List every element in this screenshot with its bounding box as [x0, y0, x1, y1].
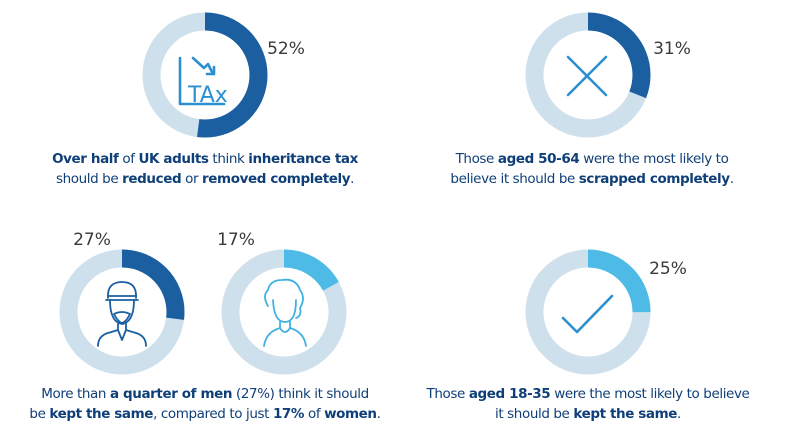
value-label: 52%: [267, 39, 305, 59]
caption-line: be kept the same, compared to just 17% o…: [29, 406, 380, 422]
caption-segment: Over half: [52, 151, 119, 167]
caption-line: believe it should be scrapped completely…: [450, 171, 733, 187]
caption-segment: .: [377, 406, 381, 422]
caption-segment: removed completely: [202, 171, 351, 187]
caption-segment: or: [181, 171, 202, 187]
caption-line: Those aged 18-35 were the most likely to…: [426, 386, 750, 402]
value-label: 17%: [217, 230, 255, 250]
caption-segment: Those: [455, 151, 498, 167]
caption-segment: inheritance tax: [248, 151, 358, 167]
caption-segment: of: [119, 151, 139, 167]
value-label: 25%: [649, 259, 687, 279]
cross-icon: [566, 55, 608, 97]
donut-segment: [221, 249, 347, 375]
woman-icon: [263, 278, 307, 347]
donut-segment: [525, 12, 651, 138]
caption-segment: kept the same: [49, 406, 153, 422]
caption-segment: (27%) think it should: [232, 386, 369, 402]
caption-segment: be: [29, 406, 49, 422]
caption-segment: UK adults: [139, 151, 209, 167]
caption-segment: of: [304, 406, 324, 422]
caption-segment: aged 18-35: [469, 386, 550, 402]
caption-segment: it should be: [495, 406, 573, 422]
caption-segment: scrapped completely: [579, 171, 730, 187]
caption-segment: women: [324, 406, 377, 422]
caption-segment: , compared to just: [153, 406, 273, 422]
caption-segment: Those: [426, 386, 469, 402]
tax-icon: TAx: [178, 56, 228, 108]
caption-segment: .: [730, 171, 734, 187]
man-icon: [97, 281, 147, 347]
caption-line: it should be kept the same.: [495, 406, 681, 422]
caption-segment: think: [209, 151, 249, 167]
donut-segment: [525, 249, 651, 375]
caption-segment: .: [350, 171, 354, 187]
value-label: 31%: [653, 39, 691, 59]
caption-segment: .: [677, 406, 681, 422]
icon-text: TAx: [187, 83, 228, 108]
caption-segment: were the most likely to believe: [550, 386, 749, 402]
caption-line: Those aged 50-64 were the most likely to: [455, 151, 729, 167]
caption-line: More than a quarter of men (27%) think i…: [41, 386, 369, 402]
caption-segment: More than: [41, 386, 110, 402]
check-icon: [561, 294, 614, 334]
caption-segment: a quarter of men: [110, 386, 232, 402]
caption-line: Over half of UK adults think inheritance…: [52, 151, 359, 167]
caption-segment: were the most likely to: [579, 151, 728, 167]
caption-segment: aged 50-64: [498, 151, 579, 167]
icons: TAx: [97, 55, 614, 347]
caption-line: should be reduced or removed completely.: [56, 171, 354, 187]
caption-segment: reduced: [122, 171, 181, 187]
caption-segment: kept the same: [573, 406, 677, 422]
value-label: 27%: [73, 230, 111, 250]
donut-segment: [142, 12, 268, 138]
caption-segment: should be: [56, 171, 122, 187]
caption-segment: believe it should be: [450, 171, 578, 187]
caption-segment: 17%: [273, 406, 305, 422]
donut-segment: [59, 249, 185, 375]
